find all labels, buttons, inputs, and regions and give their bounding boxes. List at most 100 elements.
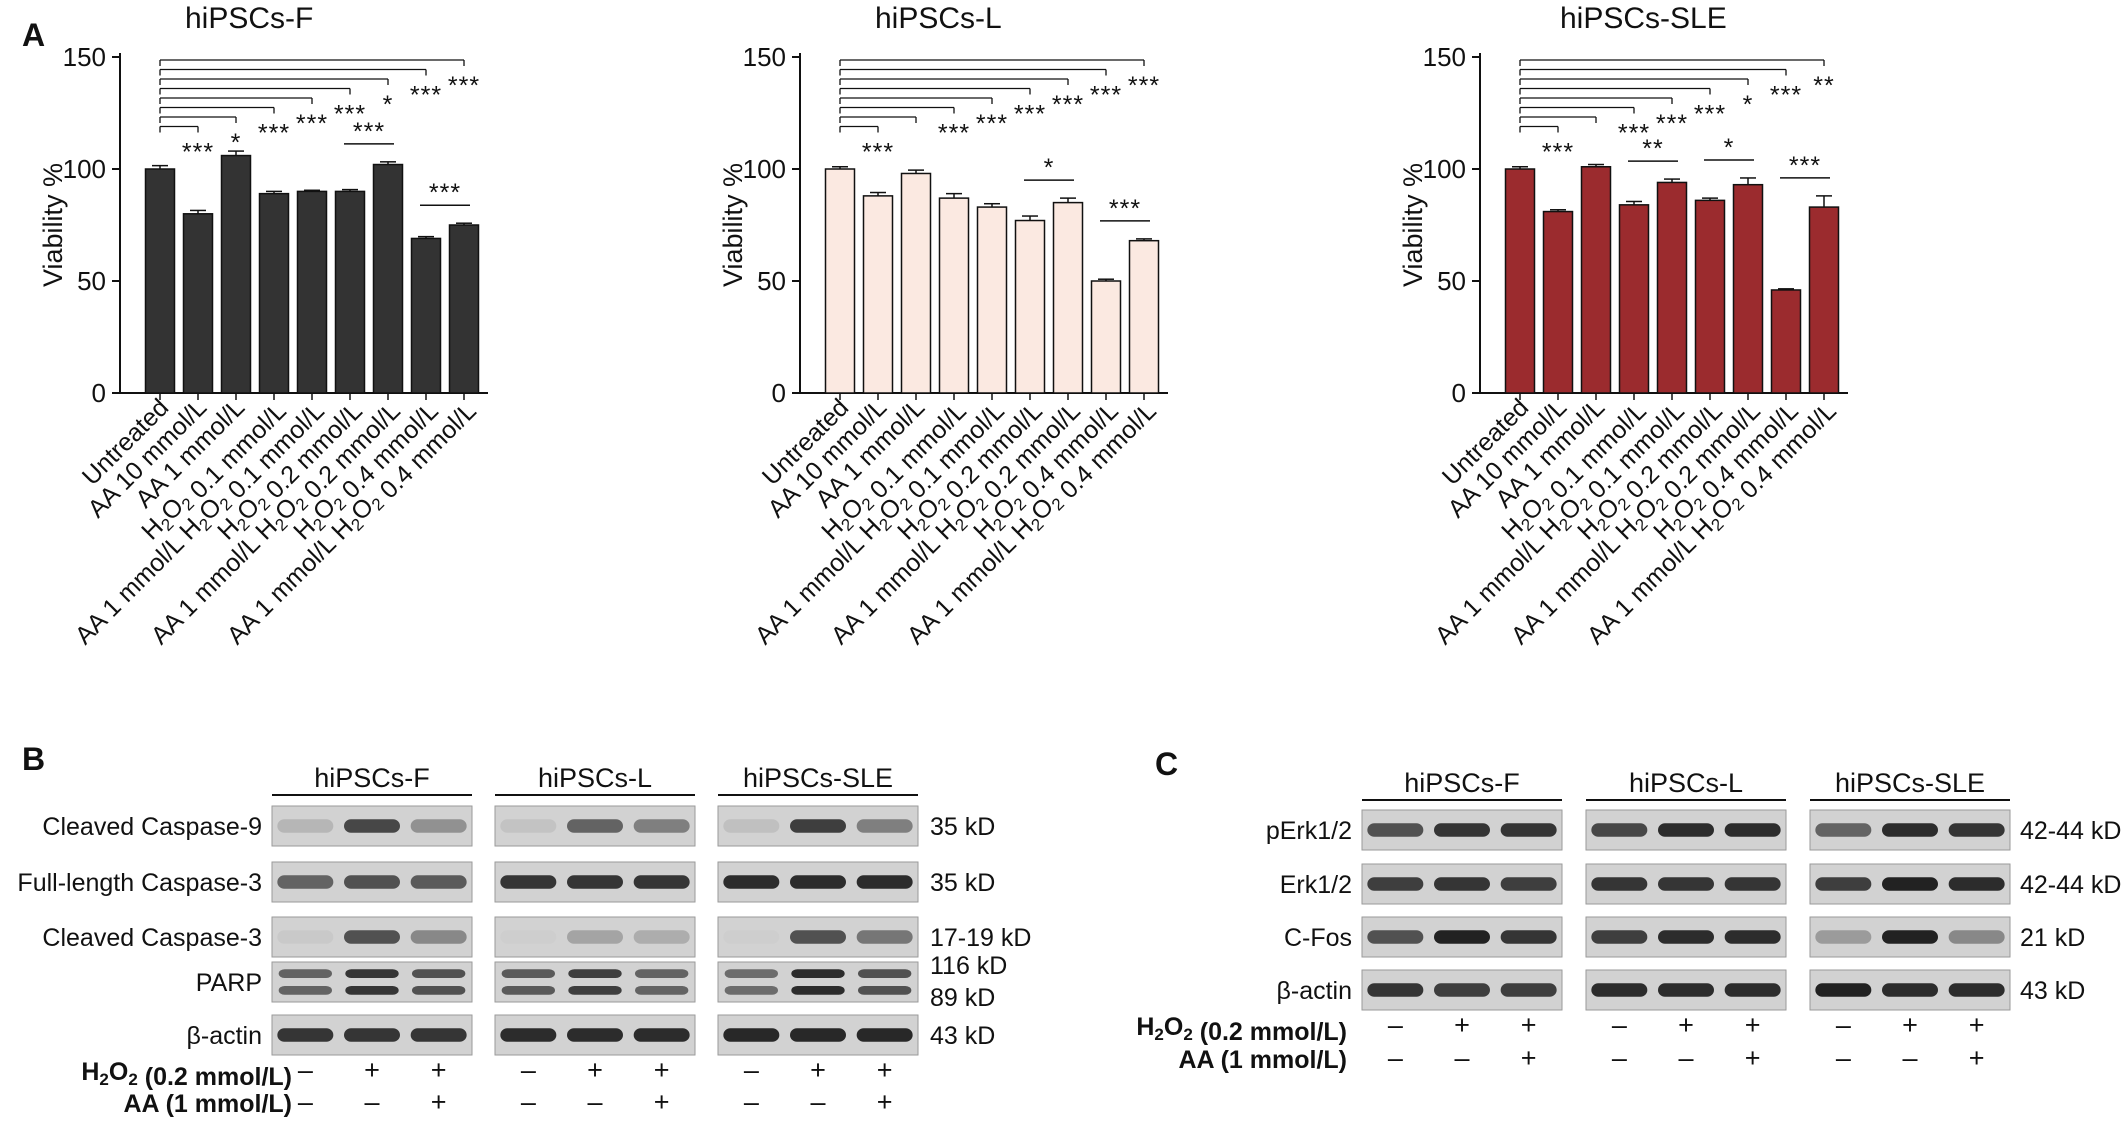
blot-band (1815, 930, 1872, 944)
blot-strip (717, 961, 919, 1003)
significance-label: *** (862, 139, 894, 167)
blot-band (277, 930, 334, 944)
blot-band (568, 969, 622, 978)
blot-size-label: 21 kD (2020, 924, 2085, 952)
significance-label: *** (1770, 82, 1802, 110)
significance-label: *** (448, 72, 480, 100)
blot-band (633, 875, 690, 889)
pair-significance-label: *** (353, 118, 385, 146)
treatment-sign: + (654, 1055, 670, 1085)
bar (1580, 166, 1612, 394)
blot-band (1658, 823, 1714, 837)
bar (1694, 199, 1726, 394)
treatment-sign: + (431, 1087, 447, 1117)
significance-label: *** (1052, 91, 1084, 119)
treatment-sign: – (1836, 1043, 1851, 1073)
y-tick-label: 150 (743, 42, 786, 72)
treatment-sign: – (1612, 1043, 1627, 1073)
y-tick-label: 100 (743, 154, 786, 184)
y-tick-label: 50 (1437, 266, 1466, 296)
treatment-sign: + (431, 1055, 447, 1085)
treatment-sign: + (877, 1087, 893, 1117)
blot-band (345, 969, 399, 978)
pair-significance-label: *** (429, 179, 461, 207)
treatment-sign: – (521, 1055, 536, 1085)
blot-size-label: 17-19 kD (930, 924, 1031, 952)
bar (862, 195, 894, 394)
blot-band (1434, 930, 1490, 944)
treatment-sign: + (654, 1087, 670, 1117)
blot-band (1882, 930, 1938, 944)
blot-size-label: 116 kD (930, 952, 1007, 980)
treatment-sign: – (1612, 1010, 1627, 1040)
blot-band (500, 875, 557, 889)
blot-band (500, 819, 557, 833)
blot-band (278, 969, 332, 978)
treatment-sign: – (1902, 1043, 1917, 1073)
blot-band (1815, 983, 1872, 997)
blot-group-header: hiPSCs-SLE (1835, 768, 1985, 798)
y-axis-label: Viability % (718, 163, 748, 287)
treatment-sign: + (364, 1055, 380, 1085)
treatment-label: H2O2 (0.2 mmol/L) (81, 1058, 292, 1091)
treatment-sign: – (1454, 1043, 1469, 1073)
blot-band (344, 875, 400, 889)
bar (220, 154, 252, 394)
treatment-sign: + (1902, 1010, 1918, 1040)
treatment-sign: + (1969, 1010, 1985, 1040)
bar (1618, 204, 1650, 394)
treatment-sign: – (1836, 1010, 1851, 1040)
bar (976, 206, 1008, 394)
blot-band (723, 819, 780, 833)
significance-label: *** (296, 110, 328, 138)
blot-band (858, 969, 912, 978)
significance-label: *** (938, 120, 970, 148)
significance-label: *** (1014, 101, 1046, 129)
blot-band (1500, 877, 1557, 891)
blot-band (1591, 930, 1648, 944)
blot-band (790, 930, 846, 944)
significance-label: *** (976, 110, 1008, 138)
pair-significance-label: * (1724, 134, 1735, 162)
treatment-sign: – (1678, 1043, 1693, 1073)
blot-band (790, 875, 846, 889)
treatment-sign: + (1454, 1010, 1470, 1040)
y-tick-label: 100 (1423, 154, 1466, 184)
blot-band (724, 969, 778, 978)
y-axis-label: Viability % (38, 163, 68, 287)
blot-band (410, 875, 467, 889)
treatment-label: H2O2 (0.2 mmol/L) (1136, 1013, 1347, 1046)
bar (258, 192, 290, 394)
blot-band (1882, 823, 1938, 837)
blot-strip (271, 961, 473, 1003)
significance-label: *** (258, 120, 290, 148)
blot-row-label: β-actin (1276, 977, 1352, 1005)
chart-title: hiPSCs-L (875, 2, 1002, 35)
blot-row-label: β-actin (186, 1022, 262, 1050)
significance-label: * (231, 129, 242, 157)
blot-size-label: 43 kD (2020, 977, 2085, 1005)
blot-band (856, 930, 913, 944)
treatment-sign: – (744, 1055, 759, 1085)
blot-band (1948, 983, 2005, 997)
blot-row-label: Full-length Caspase-3 (17, 869, 262, 897)
bar (1732, 183, 1764, 394)
blot-band (1948, 877, 2005, 891)
blot-band (635, 986, 689, 995)
blot-band (791, 986, 845, 995)
bar (410, 237, 442, 394)
blot-band (1591, 983, 1648, 997)
significance-label: * (1743, 91, 1754, 119)
blot-band (1367, 930, 1424, 944)
y-tick-label: 150 (63, 42, 106, 72)
blot-band (501, 986, 555, 995)
pair-significance-label: ** (1642, 135, 1663, 163)
blot-size-label: 43 kD (930, 1022, 995, 1050)
blot-band (344, 1028, 400, 1042)
blot-band (1434, 877, 1490, 891)
blot-band (500, 1028, 557, 1042)
bar (1542, 210, 1574, 394)
